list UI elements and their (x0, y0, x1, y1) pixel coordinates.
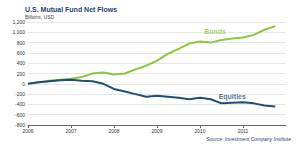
svg-text:Equities: Equities (219, 93, 246, 101)
svg-text:2007: 2007 (65, 128, 76, 134)
svg-text:-600: -600 (15, 112, 25, 118)
svg-text:-400: -400 (15, 101, 25, 107)
svg-text:200: 200 (17, 71, 26, 77)
svg-text:-200: -200 (15, 91, 25, 97)
svg-text:2006: 2006 (22, 128, 33, 134)
svg-text:Source: Investment Company Ins: Source: Investment Company Institute (206, 136, 291, 142)
svg-text:2008: 2008 (108, 128, 119, 134)
svg-text:Bonds: Bonds (204, 28, 226, 35)
svg-text:1,200: 1,200 (12, 19, 25, 25)
svg-text:2011: 2011 (238, 128, 249, 134)
svg-text:Billions, USD: Billions, USD (25, 14, 55, 20)
svg-text:2009: 2009 (151, 128, 162, 134)
svg-text:U.S. Mutual Fund Net Flows: U.S. Mutual Fund Net Flows (25, 6, 117, 13)
svg-text:-800: -800 (15, 122, 25, 128)
svg-text:800: 800 (17, 40, 26, 46)
svg-text:2010: 2010 (194, 128, 205, 134)
svg-text:0: 0 (22, 81, 25, 87)
svg-text:600: 600 (17, 50, 26, 56)
svg-text:400: 400 (17, 60, 26, 66)
svg-text:1,000: 1,000 (12, 29, 25, 35)
